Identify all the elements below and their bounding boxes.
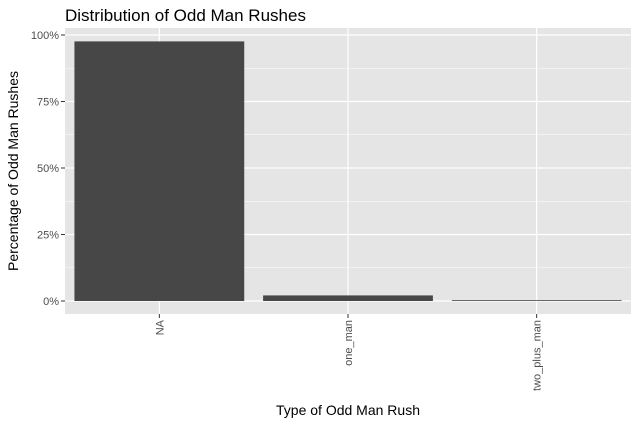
x-axis: NA one_man two_plus_man: [154, 314, 544, 391]
x-tick-label: NA: [154, 319, 166, 335]
bar-two_plus_man: [451, 300, 622, 301]
y-axis-title: Percentage of Odd Man Rushes: [5, 71, 21, 271]
x-tick-label: one_man: [343, 320, 355, 366]
bar-NA: [74, 41, 245, 301]
y-tick-label: 100%: [31, 30, 59, 42]
y-tick-label: 25%: [37, 230, 59, 242]
y-axis: 0% 25% 50% 75% 100%: [31, 30, 65, 308]
x-axis-title: Type of Odd Man Rush: [276, 402, 420, 418]
y-tick-label: 75%: [37, 97, 59, 109]
y-tick-label: 50%: [37, 163, 59, 175]
bar-one_man: [263, 295, 433, 301]
bars: [74, 41, 622, 301]
y-tick-label: 0%: [43, 296, 59, 308]
x-tick-label: two_plus_man: [532, 320, 544, 391]
chart-title: Distribution of Odd Man Rushes: [65, 6, 306, 25]
